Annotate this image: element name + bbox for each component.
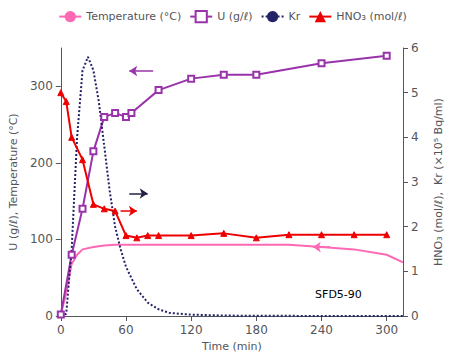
svg-text:4: 4	[411, 130, 419, 144]
svg-text:SFD5-90: SFD5-90	[315, 288, 362, 301]
svg-text:300: 300	[30, 79, 53, 93]
svg-text:0: 0	[45, 309, 53, 323]
svg-text:HNO₃ (mol/ℓ), Kr (×10⁵ Bq/ml): HNO₃ (mol/ℓ), Kr (×10⁵ Bq/ml)	[432, 98, 445, 266]
svg-text:3: 3	[411, 175, 419, 189]
svg-text:U (g/ℓ): U (g/ℓ)	[217, 10, 252, 23]
svg-text:HNO₃ (mol/ℓ): HNO₃ (mol/ℓ)	[336, 10, 406, 23]
svg-text:0: 0	[411, 309, 419, 323]
svg-text:120: 120	[180, 323, 203, 337]
svg-text:Time (min): Time (min)	[201, 340, 262, 353]
svg-text:100: 100	[30, 232, 53, 246]
svg-text:300: 300	[375, 323, 398, 337]
svg-text:2: 2	[411, 220, 419, 234]
svg-text:Temperature (°C): Temperature (°C)	[85, 10, 181, 23]
svg-text:60: 60	[118, 323, 133, 337]
svg-text:6: 6	[411, 41, 419, 55]
svg-text:200: 200	[30, 156, 53, 170]
svg-text:5: 5	[411, 86, 419, 100]
svg-text:U (g/ℓ), Temperature (°C): U (g/ℓ), Temperature (°C)	[7, 113, 20, 250]
svg-text:1: 1	[411, 264, 419, 278]
svg-text:180: 180	[245, 323, 268, 337]
svg-text:240: 240	[310, 323, 333, 337]
svg-text:0: 0	[57, 323, 65, 337]
svg-text:Kr: Kr	[289, 10, 301, 23]
